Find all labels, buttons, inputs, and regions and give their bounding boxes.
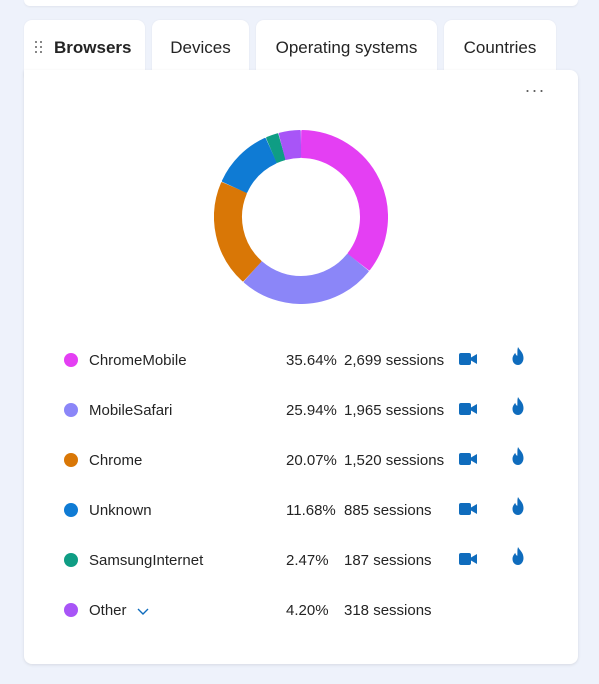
tab-label: Countries	[463, 38, 537, 57]
browser-sessions: 1,965 sessions	[344, 402, 445, 419]
browser-name: Chrome	[89, 452, 143, 469]
browser-percent: 25.94%	[286, 402, 337, 419]
donut-slice-mobilesafari[interactable]	[243, 253, 369, 304]
legend-row: MobileSafari 25.94% 1,965 sessions	[24, 396, 578, 422]
video-camera-icon[interactable]	[458, 499, 478, 519]
browser-sessions: 187 sessions	[344, 552, 432, 569]
browsers-card: ··· ChromeMobile 35.64% 2,699 sessions M…	[24, 70, 578, 664]
browser-name: SamsungInternet	[89, 552, 204, 569]
legend-color-dot	[64, 503, 78, 517]
flame-icon[interactable]	[510, 446, 526, 466]
browser-sessions: 1,520 sessions	[344, 452, 445, 469]
browser-percent: 4.20%	[286, 602, 329, 619]
tab-countries[interactable]: Countries	[444, 20, 556, 78]
tab-label: Operating systems	[275, 38, 418, 57]
browser-percent: 2.47%	[286, 552, 329, 569]
browsers-donut-chart	[214, 130, 388, 304]
browser-sessions: 318 sessions	[344, 602, 432, 619]
tab-browsers[interactable]: Browsers	[24, 20, 145, 78]
browser-percent: 11.68%	[286, 502, 336, 519]
legend-color-dot	[64, 453, 78, 467]
legend-row: SamsungInternet 2.47% 187 sessions	[24, 546, 578, 572]
tab-label: Devices	[170, 38, 231, 57]
donut-slice-other[interactable]	[278, 130, 302, 160]
flame-icon[interactable]	[510, 496, 526, 516]
browser-sessions: 885 sessions	[344, 502, 432, 519]
browser-name: Other	[89, 602, 127, 619]
browser-name: MobileSafari	[89, 402, 173, 419]
video-camera-icon[interactable]	[458, 549, 478, 569]
video-camera-icon[interactable]	[458, 349, 478, 369]
browser-name: Unknown	[89, 502, 152, 519]
legend-color-dot	[64, 603, 78, 617]
legend-row: ChromeMobile 35.64% 2,699 sessions	[24, 346, 578, 372]
donut-slice-samsunginternet[interactable]	[266, 133, 286, 163]
browser-percent: 35.64%	[286, 352, 337, 369]
legend-row: Chrome 20.07% 1,520 sessions	[24, 446, 578, 472]
previous-card-edge	[24, 0, 578, 6]
donut-slice-unknown[interactable]	[221, 137, 277, 193]
video-camera-icon[interactable]	[458, 399, 478, 419]
legend-row: Other 4.20% 318 sessions	[24, 598, 578, 622]
browser-percent: 20.07%	[286, 452, 337, 469]
chevron-down-icon[interactable]	[137, 606, 149, 616]
flame-icon[interactable]	[510, 346, 526, 366]
tab-devices[interactable]: Devices	[152, 20, 249, 78]
legend-row: Unknown 11.68% 885 sessions	[24, 496, 578, 522]
legend-color-dot	[64, 353, 78, 367]
legend-color-dot	[64, 403, 78, 417]
drag-handle-icon[interactable]	[35, 41, 43, 53]
browser-name: ChromeMobile	[89, 352, 187, 369]
video-camera-icon[interactable]	[458, 449, 478, 469]
donut-slice-chromemobile[interactable]	[300, 130, 388, 271]
tab-label: Browsers	[54, 38, 132, 57]
flame-icon[interactable]	[510, 546, 526, 566]
flame-icon[interactable]	[510, 396, 526, 416]
browser-sessions: 2,699 sessions	[344, 352, 445, 369]
more-options-button[interactable]: ···	[524, 80, 546, 100]
donut-slice-chrome[interactable]	[214, 182, 262, 282]
browser-name-other[interactable]: Other	[89, 602, 149, 619]
legend-color-dot	[64, 553, 78, 567]
tab-operating-systems[interactable]: Operating systems	[256, 20, 437, 78]
